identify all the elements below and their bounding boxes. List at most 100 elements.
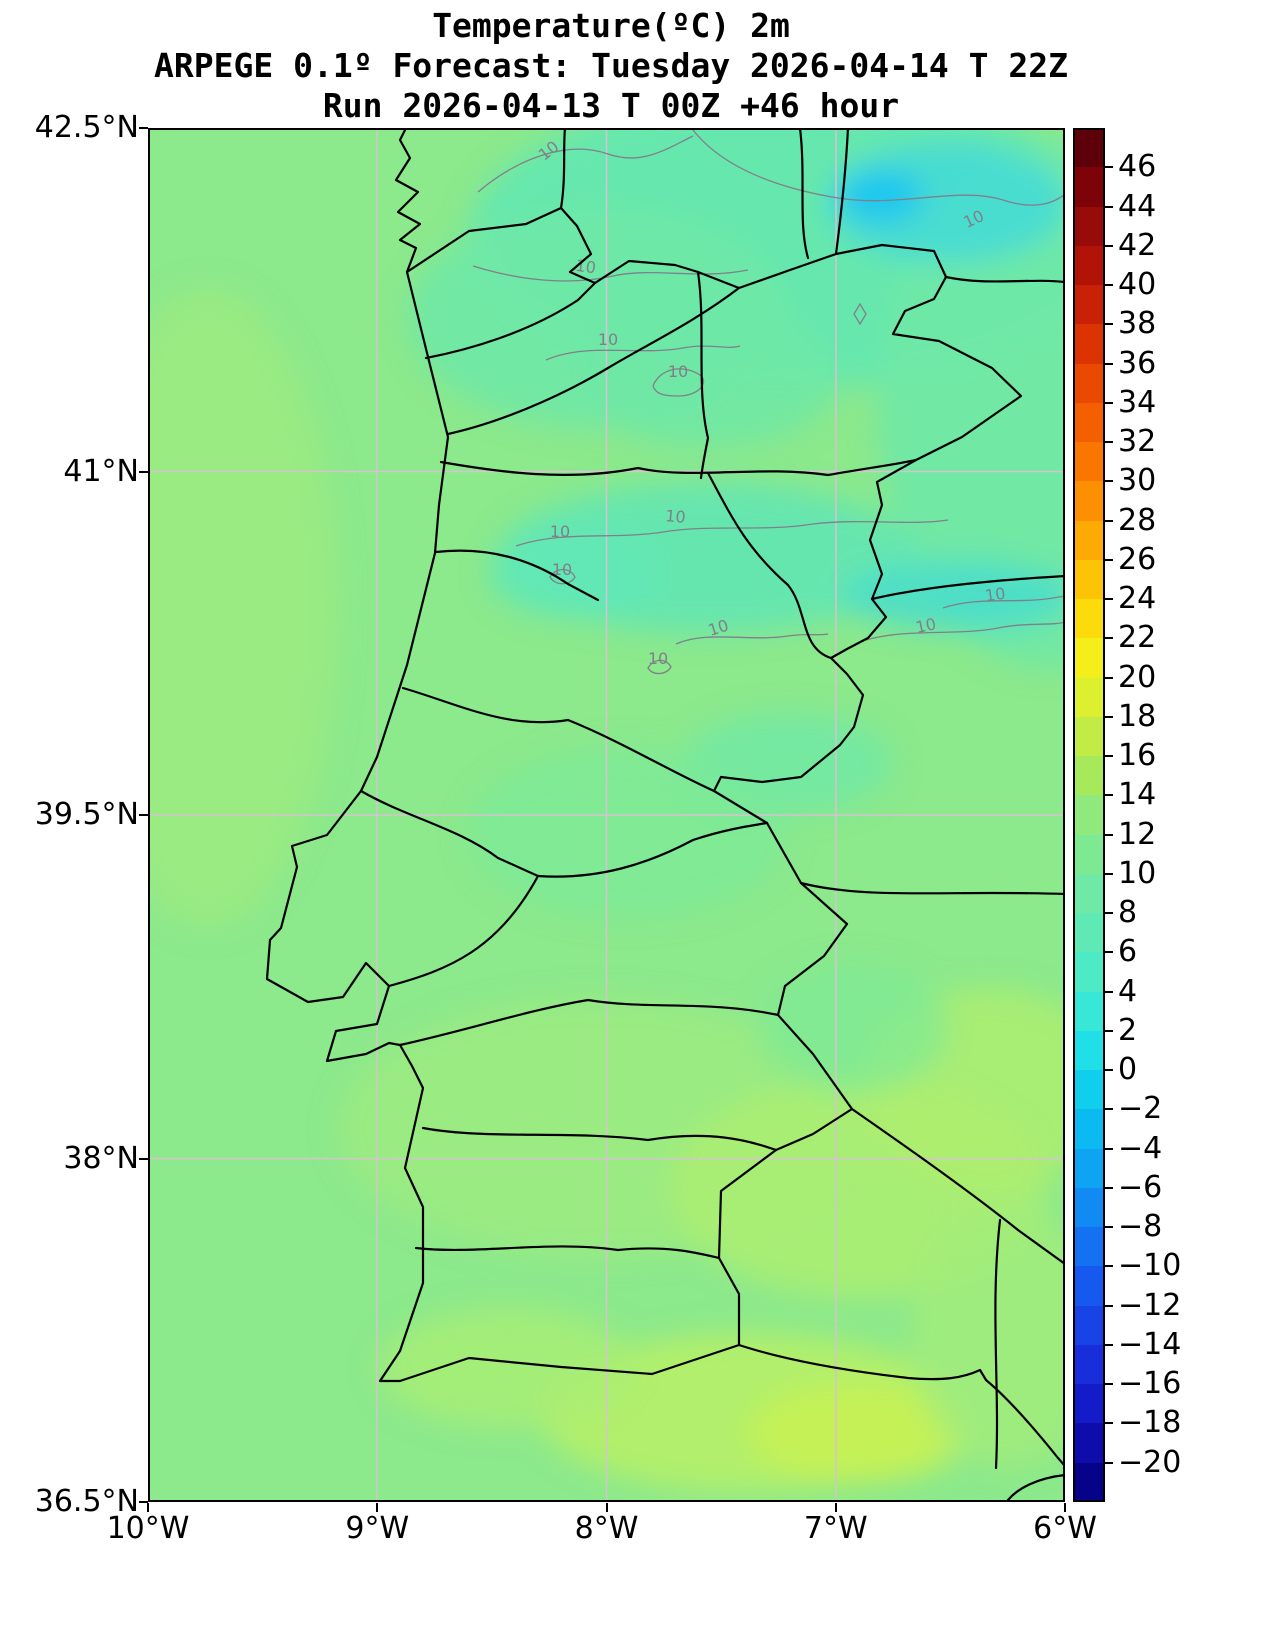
colorbar-tick-label: 36	[1118, 345, 1157, 381]
colorbar-tick-label: −18	[1118, 1405, 1182, 1441]
colorbar-tick	[1105, 1343, 1113, 1346]
colorbar-tick	[1105, 323, 1113, 326]
colorbar-tick	[1105, 1265, 1113, 1268]
colorbar-tick-label: −6	[1118, 1169, 1163, 1205]
y-axis-label: 36.5°N	[34, 1484, 139, 1519]
y-axis-label: 39.5°N	[34, 797, 139, 832]
colorbar-band	[1073, 363, 1105, 403]
colorbar-band	[1073, 1187, 1105, 1227]
admin-boundaries	[265, 128, 1065, 1502]
temperature-blob-warm-spot	[748, 1383, 968, 1483]
temp-contour-10	[675, 633, 829, 645]
colorbar-tick	[1105, 833, 1113, 836]
colorbar-band	[1073, 1462, 1105, 1502]
colorbar-tick	[1105, 755, 1113, 758]
colorbar-band	[1073, 991, 1105, 1031]
colorbar-tick-label: −16	[1118, 1366, 1182, 1402]
spain-coastline	[737, 1343, 1065, 1468]
district-boundary	[696, 270, 710, 480]
spain-boundary	[944, 275, 1065, 284]
district-boundary	[401, 686, 716, 793]
colorbar-tick	[1105, 715, 1113, 718]
temperature-blob	[468, 748, 788, 918]
title-line-variable: Temperature(ºC) 2m	[432, 6, 790, 45]
spain-boundary	[870, 574, 1065, 601]
colorbar-tick	[1105, 284, 1113, 287]
colorbar-tick-label: 44	[1118, 188, 1157, 224]
colorbar-band	[1073, 756, 1105, 796]
graticule-lines	[148, 128, 1065, 1502]
temperature-blob	[148, 288, 338, 928]
colorbar-band	[1073, 873, 1105, 913]
colorbar-band	[1073, 1148, 1105, 1188]
district-boundary	[706, 471, 833, 660]
colorbar-tick-label: −4	[1118, 1130, 1163, 1166]
chart-title-block: Temperature(ºC) 2m ARPEGE 0.1º Forecast:…	[0, 6, 1222, 126]
temp-contour-10	[692, 129, 1065, 206]
colorbar-band	[1073, 167, 1105, 207]
colorbar-tick	[1105, 519, 1113, 522]
colorbar-tick	[1105, 912, 1113, 915]
colorbar-tick	[1105, 951, 1113, 954]
colorbar-tick-label: −8	[1118, 1209, 1163, 1245]
colorbar-tick	[1105, 480, 1113, 483]
temp-contour-10	[652, 368, 705, 397]
colorbar-band	[1073, 913, 1105, 953]
colorbar-tick-label: −20	[1118, 1444, 1182, 1480]
district-boundary	[359, 789, 540, 878]
contour-label: 10	[550, 522, 570, 541]
colorbar-tick-label: 18	[1118, 698, 1157, 734]
temperature-blob	[910, 1208, 1065, 1468]
colorbar-band	[1073, 599, 1105, 639]
contour-label: 10	[914, 614, 938, 637]
y-axis-label: 42.5°N	[34, 110, 139, 145]
colorbar-band	[1073, 1344, 1105, 1384]
colorbar-band	[1073, 324, 1105, 364]
colorbar-band	[1073, 559, 1105, 599]
x-axis-tick	[834, 1503, 837, 1512]
temp-contour-10	[853, 302, 867, 326]
spain-coastline	[394, 128, 422, 274]
temperature-blob-cold-spot	[839, 170, 923, 222]
colorbar-tick	[1105, 558, 1113, 561]
contour-label: 10	[598, 330, 618, 349]
colorbar-tick-label: 38	[1118, 306, 1157, 342]
colorbar-tick-label: 22	[1118, 620, 1157, 656]
colorbar-tick	[1105, 205, 1113, 208]
spain-boundary	[559, 128, 567, 210]
colorbar-band	[1073, 1109, 1105, 1149]
x-axis-tick	[1064, 1503, 1066, 1512]
colorbar-band	[1073, 1305, 1105, 1345]
district-boundary	[414, 1245, 721, 1260]
colorbar-tick-label: −14	[1118, 1326, 1182, 1362]
colorbar-tick-label: 14	[1118, 777, 1157, 813]
y-axis-tick	[139, 1501, 148, 1503]
colorbar-tick-label: 2	[1118, 1012, 1138, 1048]
colorbar-tick-label: 20	[1118, 659, 1157, 695]
x-axis-tick	[147, 1503, 149, 1512]
contour-lines	[472, 129, 1065, 675]
colorbar-band	[1073, 1423, 1105, 1463]
colorbar-band	[1073, 952, 1105, 992]
colorbar-band	[1073, 638, 1105, 678]
temperature-blob	[378, 1308, 638, 1428]
contour-label: 10	[648, 649, 668, 668]
y-axis-tick	[139, 814, 148, 816]
colorbar-band	[1073, 442, 1105, 482]
temperature-blob	[758, 963, 948, 1093]
colorbar-tick-label: 40	[1118, 267, 1157, 303]
colorbar-tick	[1105, 362, 1113, 365]
temp-contour-10	[549, 568, 576, 585]
colorbar-tick-label: −12	[1118, 1287, 1182, 1323]
spain-boundary	[799, 881, 1065, 896]
temp-contour-10	[647, 659, 672, 675]
contour-label: 10	[665, 506, 687, 527]
colorbar-band	[1073, 1227, 1105, 1267]
colorbar-band	[1073, 245, 1105, 285]
colorbar-tick-label: −10	[1118, 1248, 1182, 1284]
colorbar-tick	[1105, 1186, 1113, 1189]
colorbar-tick-label: 0	[1118, 1052, 1138, 1088]
spain-boundary	[798, 128, 810, 260]
temp-contour-10	[477, 135, 694, 193]
